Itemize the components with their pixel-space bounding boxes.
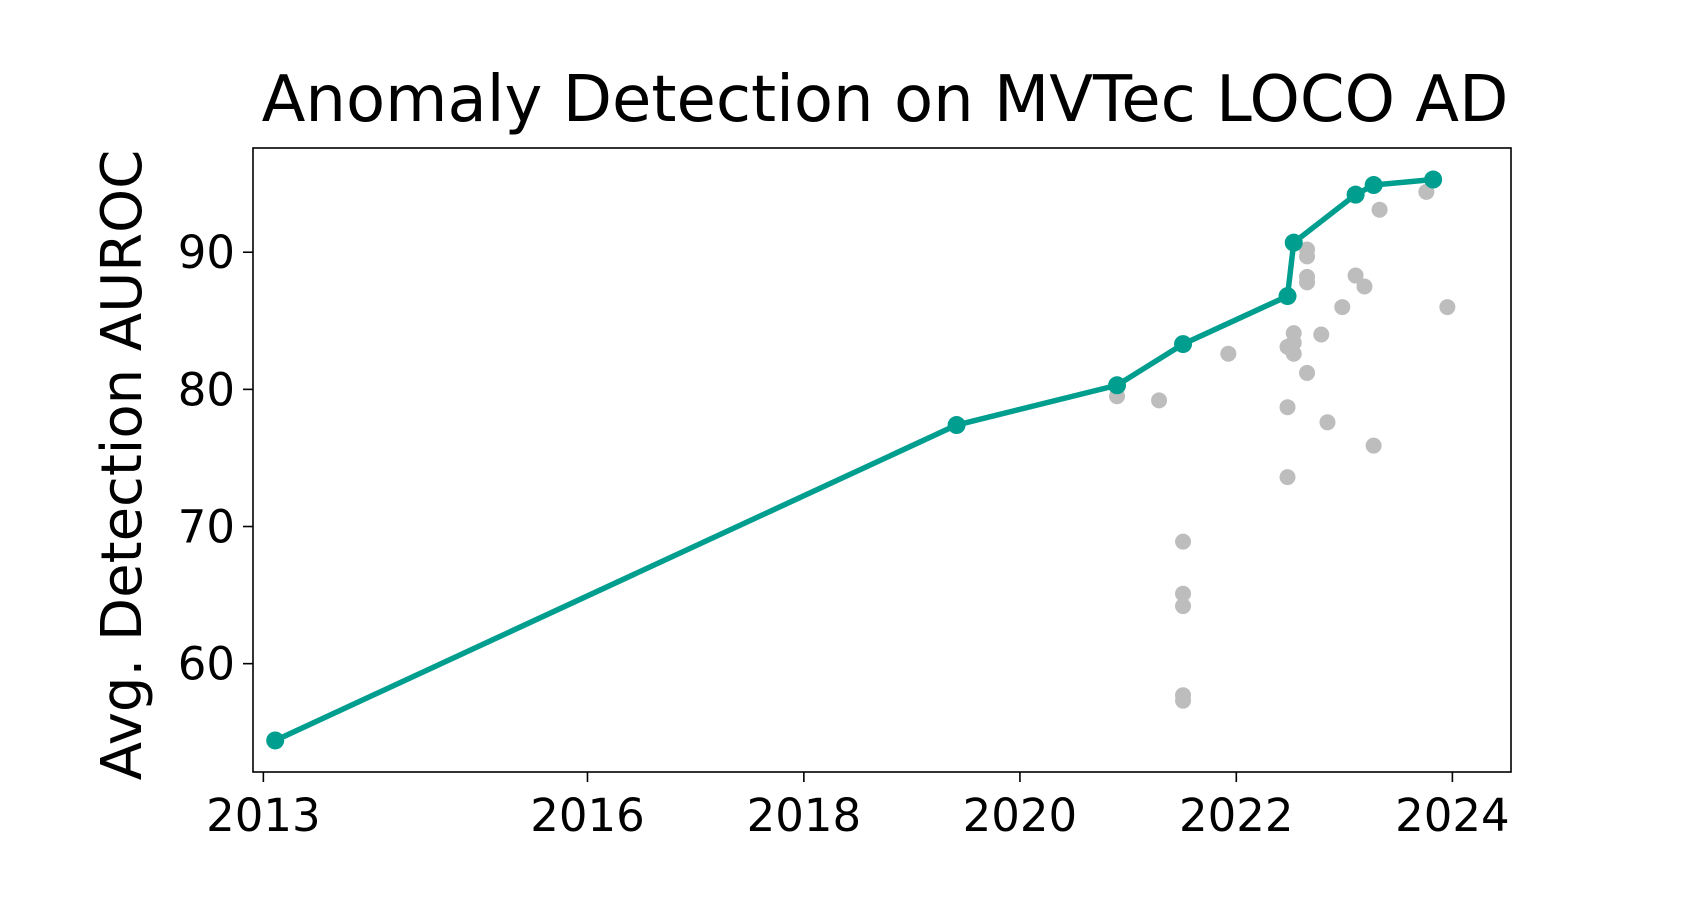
other-method-point (1175, 585, 1192, 602)
x-tick-label: 2013 (206, 789, 321, 842)
axes-frame (252, 147, 1512, 773)
y-tick-label: 90 (178, 226, 235, 279)
other-method-point (1151, 392, 1168, 409)
sota-point (1346, 185, 1365, 204)
other-method-point (1347, 267, 1364, 284)
other-method-point (1279, 469, 1296, 486)
other-method-point (1285, 334, 1302, 351)
other-method-point (1371, 201, 1388, 218)
x-tick-label: 2024 (1395, 789, 1510, 842)
sota-point (1108, 376, 1127, 395)
y-tick-label: 70 (178, 501, 235, 554)
x-tick-label: 2020 (963, 789, 1078, 842)
x-tick-label: 2022 (1179, 789, 1294, 842)
axis-ticks: 2013 2016 2018 2020 2022 2024 60 70 80 90 (178, 226, 1510, 842)
y-tick-label: 80 (178, 363, 235, 416)
other-method-point (1175, 533, 1192, 550)
x-tick-label: 2016 (530, 789, 645, 842)
chart-title: Anomaly Detection on MVTec LOCO AD (262, 63, 1509, 137)
x-tick-label: 2018 (747, 789, 862, 842)
other-method-point (1319, 414, 1336, 431)
other-method-point (1299, 274, 1316, 291)
other-method-point (1175, 598, 1192, 615)
sota-point (1364, 176, 1383, 195)
sota-point (947, 416, 966, 435)
other-method-point (1220, 345, 1237, 362)
sota-point (1278, 287, 1297, 306)
other-method-point (1279, 399, 1296, 416)
y-axis-label: Avg. Detection AUROC (90, 150, 155, 781)
other-method-point (1299, 364, 1316, 381)
sota-point (1174, 335, 1193, 354)
other-method-point (1299, 248, 1316, 265)
other-method-point (1356, 278, 1373, 295)
sota-point (266, 731, 285, 750)
sota-series (266, 170, 1443, 750)
sota-point (1284, 233, 1303, 252)
other-method-point (1285, 345, 1302, 362)
other-method-point (1439, 299, 1456, 316)
other-methods (1109, 183, 1456, 709)
sota-point (1424, 170, 1443, 189)
other-method-point (1313, 326, 1330, 343)
other-method-point (1334, 299, 1351, 316)
other-method-point (1365, 437, 1382, 454)
y-tick-label: 60 (178, 638, 235, 691)
other-method-point (1175, 692, 1192, 709)
